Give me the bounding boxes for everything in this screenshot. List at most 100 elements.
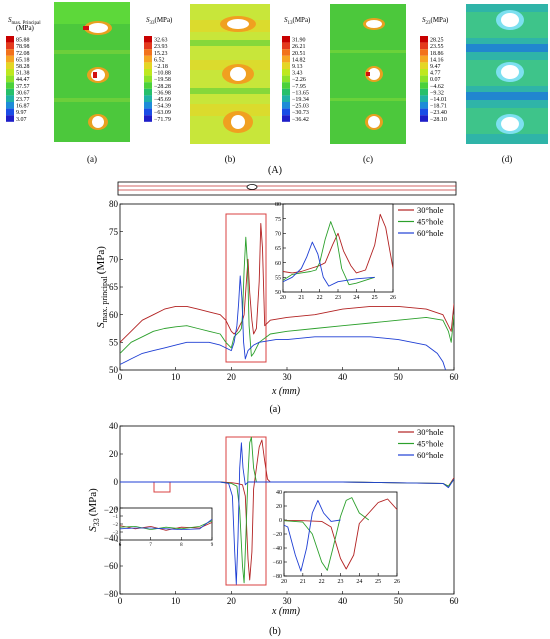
chart-b-ytick-label: −40 xyxy=(104,533,119,543)
contour-legend-value: 9.97 xyxy=(16,110,27,116)
contour-legend-swatch xyxy=(420,75,428,83)
panel-A-label: (A) xyxy=(268,165,282,176)
chart-b-ylabel-sub: 33 xyxy=(92,518,101,526)
contour-legend-swatch xyxy=(6,88,14,96)
contour-legend-swatch xyxy=(282,69,290,76)
contour-legend-title-1: S33(MPa) xyxy=(146,16,173,26)
contour-legend-value: −19.34 xyxy=(292,97,309,103)
chart-b-ytick-label: −80 xyxy=(104,589,119,599)
chart-b-inset-left-ytick-label: −4 xyxy=(113,539,119,544)
contour-legend-swatch xyxy=(6,75,14,83)
chart-b-xtick-label: 60 xyxy=(450,596,460,606)
contour-legend-value: −25.03 xyxy=(292,104,309,110)
chart-b-legend-label: 60°hole xyxy=(417,450,444,460)
chart-a-panel-label: (a) xyxy=(269,404,280,415)
chart-a-ytick-label: 75 xyxy=(109,227,119,237)
contour-legend-value: 18.86 xyxy=(430,51,444,57)
contour-legend-value: 0.07 xyxy=(430,77,441,83)
chart-b-inset-right-ytick-label: −40 xyxy=(273,546,282,552)
chart-a-series-45°hole xyxy=(120,236,454,357)
contour-legend-swatch xyxy=(282,49,290,56)
chart-b-legend-label: 45°hole xyxy=(417,438,444,448)
contour-legend-swatch xyxy=(420,69,428,76)
chart-a-legend-label: 60°hole xyxy=(417,228,444,238)
chart-b-inset-left-series xyxy=(120,518,212,531)
chart-b-xtick-label: 30 xyxy=(283,596,293,606)
contour-legend-value: −13.65 xyxy=(292,90,309,96)
contour-sub-label: (d) xyxy=(502,154,513,164)
chart-b-ylabel-main: S xyxy=(87,526,99,532)
chart-a-ytick-label: 55 xyxy=(109,337,119,347)
contour-legend-swatch xyxy=(282,115,290,122)
contour-legend-value: 14.82 xyxy=(292,57,306,63)
contour-legend-value: 3.07 xyxy=(16,117,27,123)
contour-legend-swatch xyxy=(6,36,14,43)
contour-legend-swatch xyxy=(144,75,152,83)
contour-legend-swatch xyxy=(6,55,14,63)
chart-a-ytick-label: 80 xyxy=(109,199,119,209)
chart-a-xlabel: x (mm) xyxy=(271,386,301,397)
chart-a-inset-ytick-label: 60 xyxy=(275,261,281,267)
contour-legend-value: 26.21 xyxy=(292,44,306,50)
contour-legend-value: 37.57 xyxy=(16,84,30,90)
chart-b-inset-right-xtick-label: 24 xyxy=(356,579,362,585)
contour-legend-swatch xyxy=(144,102,152,109)
chart-a-inset-series-60°hole xyxy=(283,241,375,287)
contour-legend-value: 58.28 xyxy=(16,64,30,70)
chart-smax-principal: 0 10 20 30 40 50 60 50 55 60 65 70 75 80 20 21 22 23 24 25… xyxy=(95,199,459,415)
contour-legend-swatch xyxy=(420,102,428,109)
contour-legend-swatch xyxy=(282,82,290,89)
chart-a-xtick-label: 40 xyxy=(338,372,348,382)
chart-a-inset-xtick-label: 24 xyxy=(353,295,359,301)
contour-legend-value: −36.98 xyxy=(154,90,171,96)
chart-b-zoom-box-small xyxy=(153,481,171,493)
contour-legend-value: 44.47 xyxy=(16,77,30,83)
contour-legend-swatch xyxy=(6,49,14,56)
contour-legend-title-unit-3: (MPa) xyxy=(431,16,450,24)
contour-sub-label: (c) xyxy=(363,154,373,164)
contour-image-smax xyxy=(54,2,130,142)
contour-legend-value: 51.38 xyxy=(16,71,30,77)
chart-a-inset-ytick-label: 75 xyxy=(275,217,281,223)
contour-legend-value: 32.63 xyxy=(154,38,168,44)
chart-b-series-60°hole xyxy=(120,442,454,585)
contour-legend-value: 78.98 xyxy=(16,44,30,50)
chart-a-series-60°hole xyxy=(120,275,447,370)
contour-legends: Smax. Principal(MPa)85.8878.9872.0865.18… xyxy=(6,16,512,164)
contour-legend-swatch xyxy=(282,88,290,96)
contour-sub-label: (b) xyxy=(225,154,236,164)
chart-b-inset-right-xtick-label: 23 xyxy=(338,579,344,585)
contour-legend-swatch xyxy=(144,55,152,63)
contour-legend-value: −10.88 xyxy=(154,71,171,77)
chart-a-inset-xtick-label: 25 xyxy=(372,295,378,301)
contour-legend-swatch xyxy=(420,36,428,43)
contour-image-s23 xyxy=(466,4,548,144)
contour-legend-value: −36.42 xyxy=(292,117,309,123)
chart-b-ytick-label: 0 xyxy=(114,477,119,487)
chart-b-inset-right-series xyxy=(284,497,397,572)
chart-a-legend-label: 30°hole xyxy=(417,205,444,215)
chart-a-inset-ytick-label: 70 xyxy=(275,231,281,237)
contour-legend-value: 85.88 xyxy=(16,38,30,44)
contour-legend-title-main-2: S xyxy=(284,16,288,24)
chart-a-xtick-label: 50 xyxy=(394,372,404,382)
contour-legend-title-unit-2: (MPa) xyxy=(293,16,312,24)
contour-legend-value: −7.95 xyxy=(292,84,306,90)
chart-a-ylabel-unit: (MPa) xyxy=(95,246,107,274)
chart-a-inset-xtick-label: 23 xyxy=(335,295,341,301)
contour-legend-swatch xyxy=(282,108,290,116)
contour-legend-swatch xyxy=(420,82,428,89)
contour-legend-swatch xyxy=(420,55,428,63)
chart-b-inset-right-xtick-label: 25 xyxy=(375,579,381,585)
chart-a-ylabel-sub: max. principal xyxy=(100,275,109,322)
chart-b-inset-right-frame xyxy=(283,491,398,577)
chart-b-inset-right-ytick-label: −80 xyxy=(273,574,282,580)
contour-legend-value: 20.51 xyxy=(292,51,306,57)
chart-a-inset-series xyxy=(283,213,393,287)
chart-b-xlabel: x (mm) xyxy=(271,606,301,617)
chart-b-inset-right-ytick-label: −60 xyxy=(273,560,282,566)
contour-legend-title-sub-0: max. Principal xyxy=(12,21,42,26)
chart-a-ytick-label: 70 xyxy=(109,254,119,264)
contour-panel-group: Smax. Principal(MPa)85.8878.9872.0865.18… xyxy=(6,2,548,176)
